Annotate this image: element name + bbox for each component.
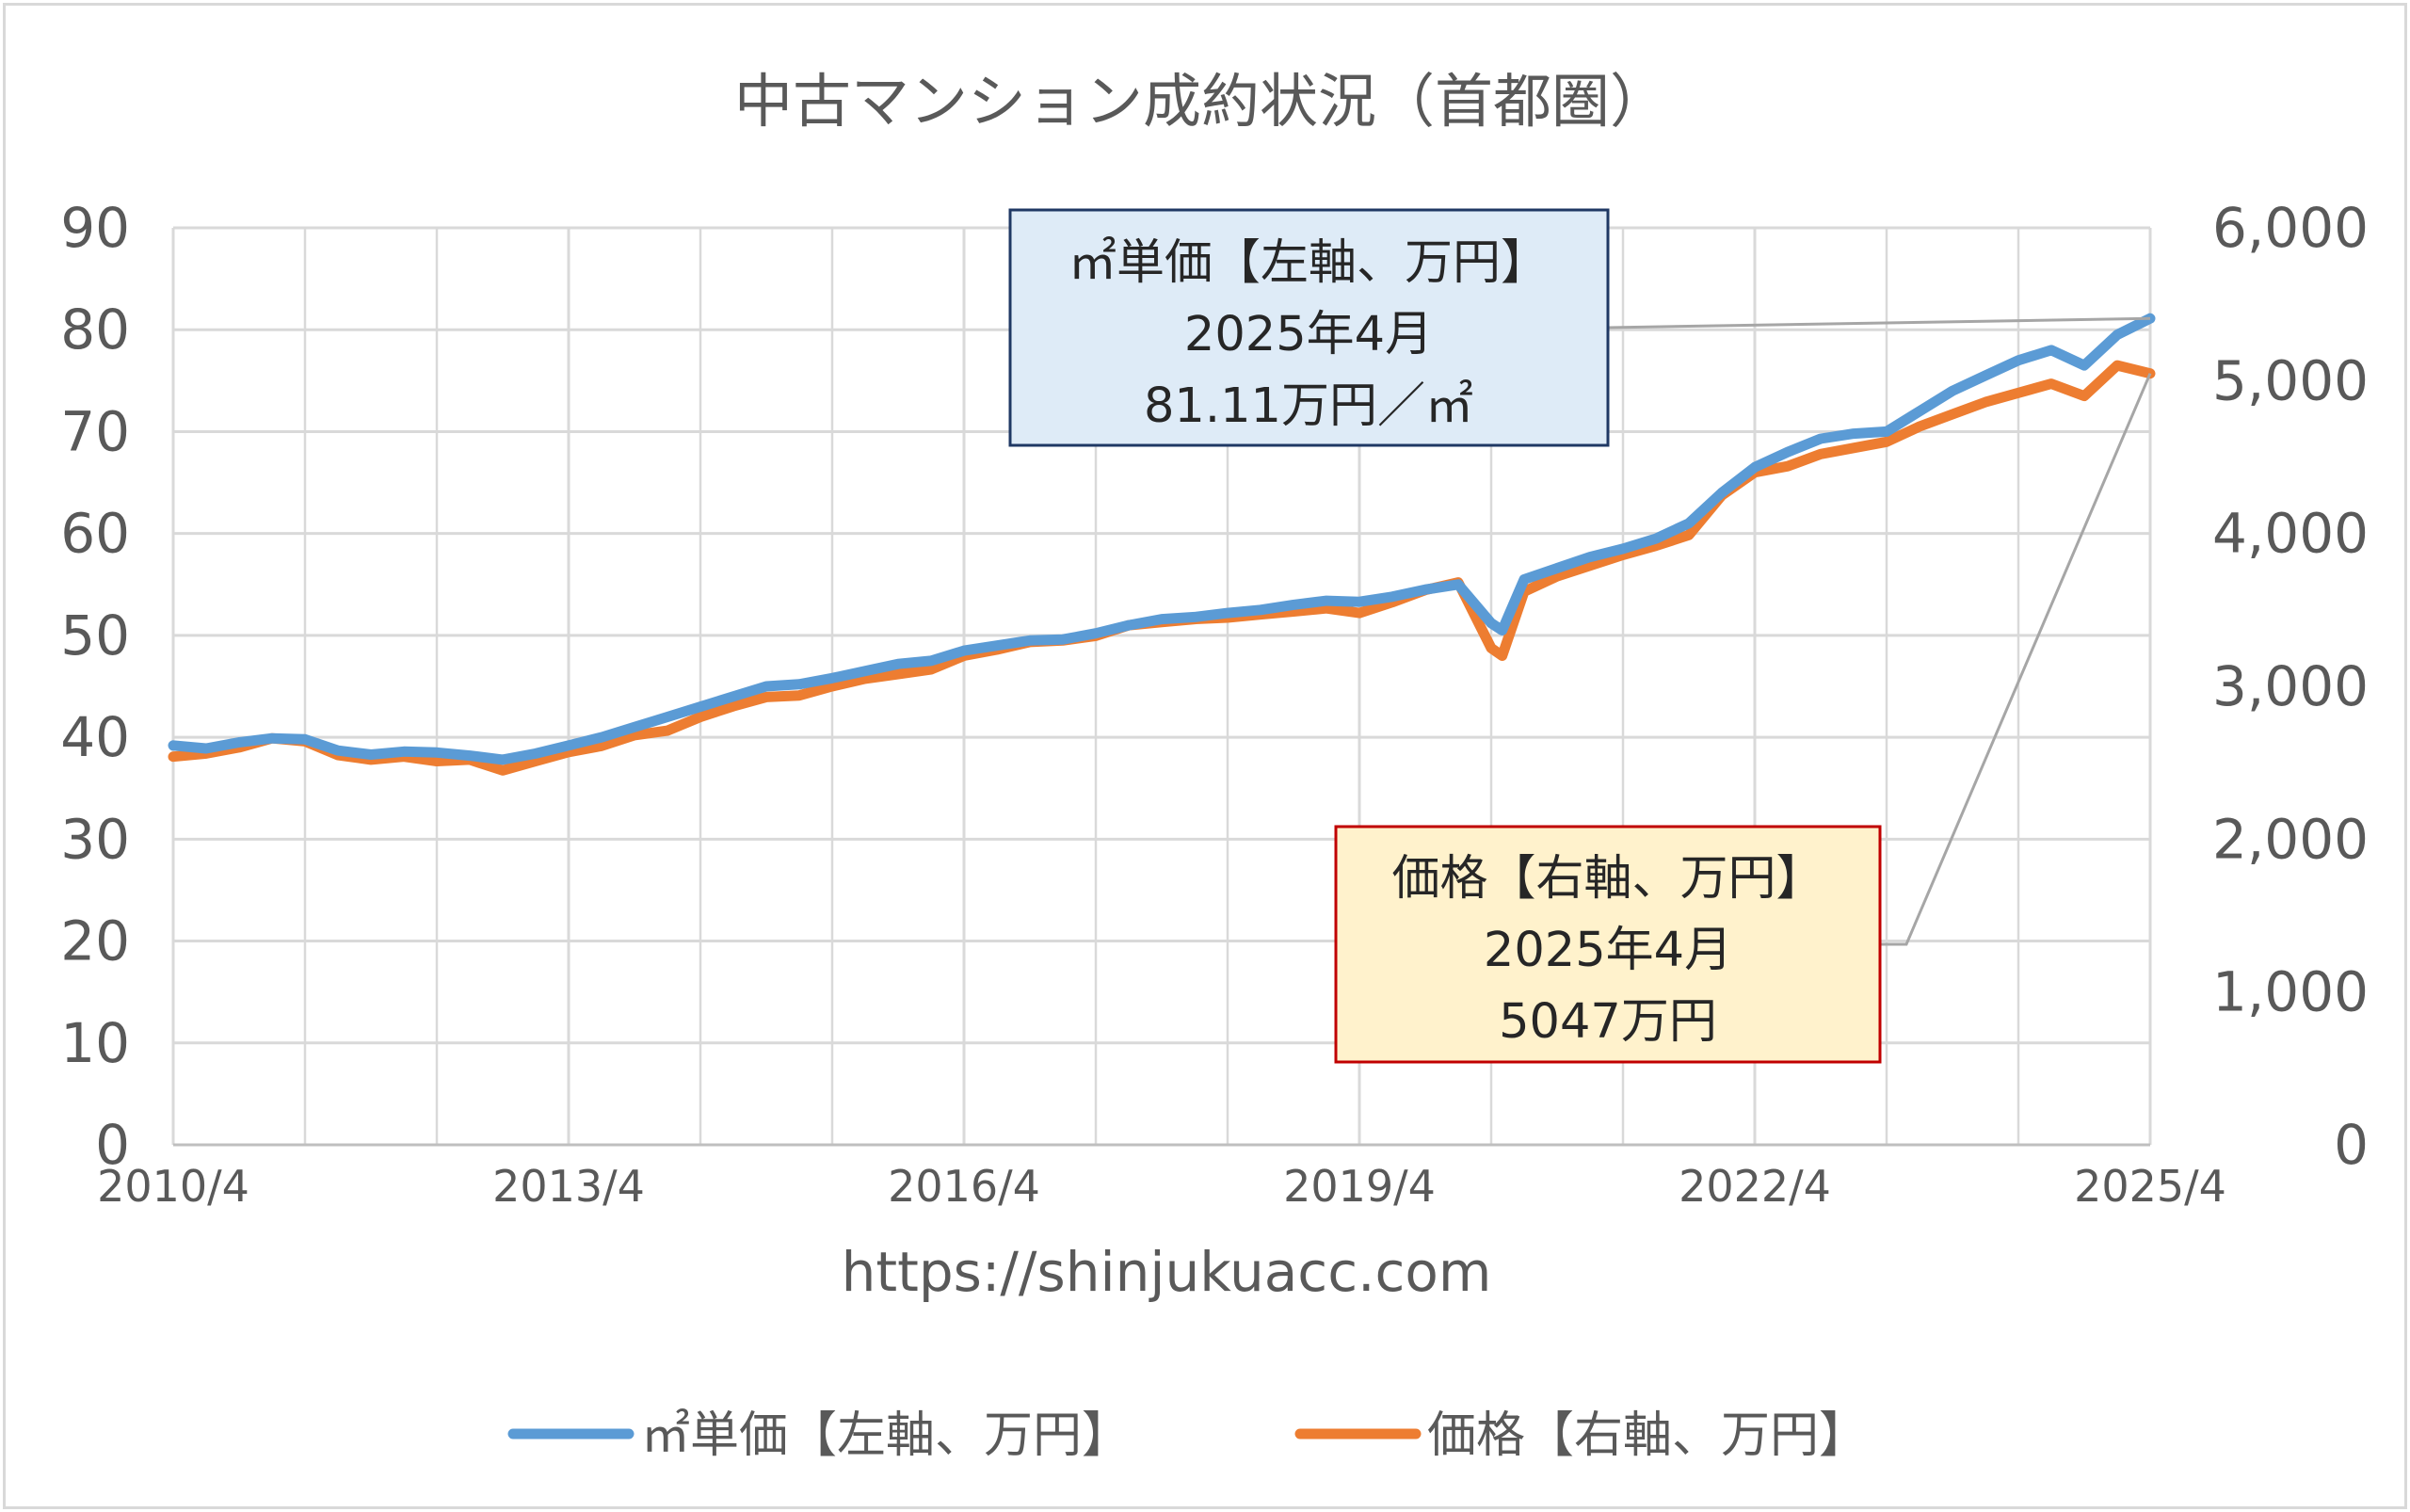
left-tick-label: 10 (60, 1011, 130, 1075)
callout-unit-price-line1: ㎡単価【左軸、万円】 (1068, 235, 1549, 291)
x-tick-label: 2025/4 (2074, 1161, 2226, 1212)
left-tick-label: 70 (60, 399, 130, 463)
data-points (172, 318, 2151, 771)
series-line-unit-price (168, 313, 2156, 765)
left-tick-label: 0 (95, 1113, 130, 1177)
legend-label-unit-price: ㎡単価【左軸、万円】 (641, 1407, 1131, 1464)
right-tick-label: 4,000 (2212, 502, 2369, 566)
x-tick-label: 2019/4 (1283, 1161, 1436, 1212)
callout-unit-price-line3: 81.11万円／㎡ (1144, 378, 1473, 434)
x-tick-label: 2013/4 (492, 1161, 645, 1212)
right-tick-label: 2,000 (2212, 807, 2369, 871)
source-url: https://shinjukuacc.com (842, 1240, 1492, 1304)
right-axis-labels: 0 1,000 2,000 3,000 4,000 5,000 6,000 (2212, 196, 2369, 1177)
right-tick-label: 6,000 (2212, 196, 2369, 260)
x-axis-labels: 2010/4 2013/4 2016/4 2019/4 2022/4 2025/4 (97, 1161, 2226, 1212)
left-tick-label: 80 (60, 298, 130, 362)
legend-label-price: 価格【右軸、万円】 (1427, 1407, 1868, 1464)
chart: 中古マンション成約状況（首都圏） 0 10 20 30 40 50 60 70 80 90 0 1,… (60, 67, 2369, 1464)
left-tick-label: 40 (60, 705, 130, 769)
callout-leader-unit-price (1607, 316, 2151, 330)
left-axis-labels: 0 10 20 30 40 50 60 70 80 90 (60, 196, 130, 1177)
callout-unit-price-line2: 2025年4月 (1184, 307, 1433, 362)
right-tick-label: 3,000 (2212, 654, 2369, 718)
callout-box-price (1334, 825, 1882, 1064)
left-tick-label: 30 (60, 807, 130, 871)
right-tick-label: 0 (2334, 1113, 2369, 1177)
callout-price-line1: 価格【右軸、万円】 (1391, 851, 1824, 907)
x-tick-label: 2016/4 (888, 1161, 1040, 1212)
chart-frame: 中古マンション成約状況（首都圏） 0 10 20 30 40 50 60 70 80 90 0 1,… (3, 3, 2407, 1509)
callout-box-unit-price (1008, 208, 1610, 447)
callout-price-line3: 5047万円 (1499, 994, 1717, 1050)
right-tick-label: 5,000 (2212, 348, 2369, 412)
x-tick-label: 2010/4 (97, 1161, 249, 1212)
left-tick-label: 50 (60, 603, 130, 668)
left-tick-label: 60 (60, 502, 130, 566)
left-tick-label: 90 (60, 196, 130, 260)
x-tick-label: 2022/4 (1679, 1161, 1831, 1212)
right-tick-label: 1,000 (2212, 960, 2369, 1024)
left-tick-label: 20 (60, 909, 130, 973)
callout-leader-price (1880, 373, 2152, 946)
chart-title: 中古マンション成約状況（首都圏） (734, 67, 1668, 136)
callout-price-line2: 2025年4月 (1484, 923, 1732, 978)
